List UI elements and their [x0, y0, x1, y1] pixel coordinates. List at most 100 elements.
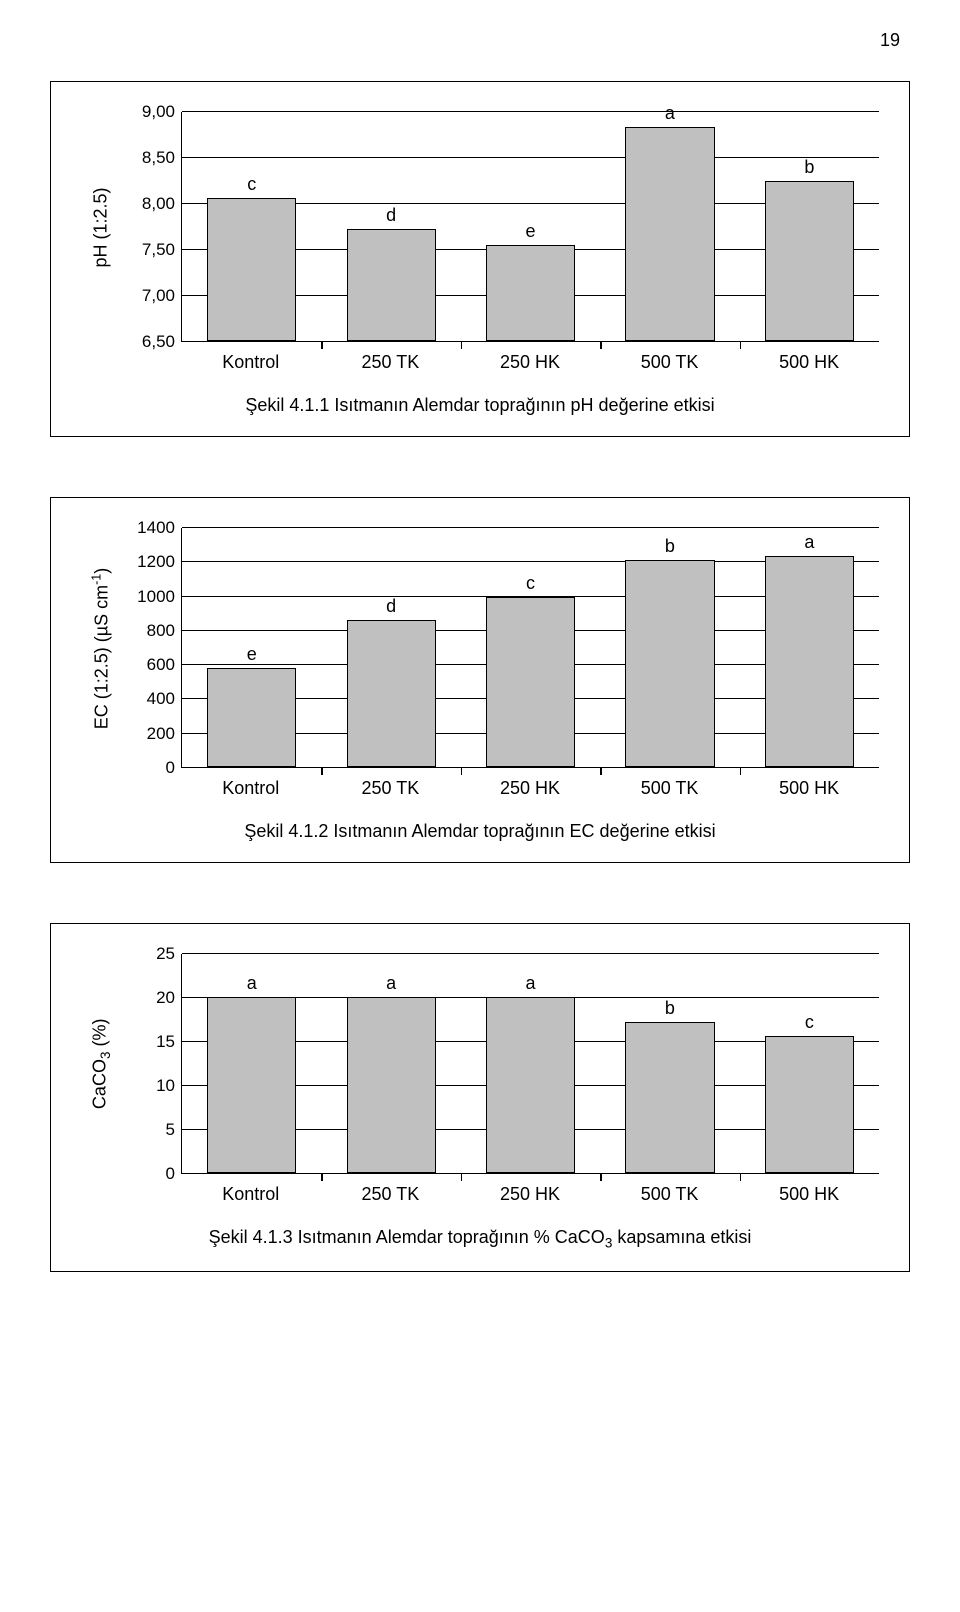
- x-label: 500 TK: [600, 1174, 740, 1205]
- x-label: 250 HK: [460, 342, 600, 373]
- bar-letter: a: [526, 973, 536, 994]
- x-label: 500 HK: [739, 342, 879, 373]
- bar-letter: b: [804, 157, 814, 178]
- plot-area: edcba: [181, 528, 879, 768]
- bar-letter: b: [665, 536, 675, 557]
- x-label: Kontrol: [181, 342, 321, 373]
- y-tick: 200: [147, 724, 175, 744]
- bar: a: [765, 556, 854, 767]
- x-tick-mark: [600, 767, 602, 775]
- y-axis-label: CaCO3 (%): [81, 954, 121, 1174]
- bar-slot: c: [182, 112, 321, 341]
- y-tick: 1400: [137, 518, 175, 538]
- y-tick: 7,50: [142, 240, 175, 260]
- bar: c: [207, 198, 296, 341]
- plot-area: cdeab: [181, 112, 879, 342]
- y-tick: 1000: [137, 587, 175, 607]
- bar-letter: c: [805, 1012, 814, 1033]
- bar-letter: a: [804, 532, 814, 553]
- x-labels: Kontrol250 TK250 HK500 TK500 HK: [181, 1174, 879, 1205]
- bar-letter: e: [247, 644, 257, 665]
- y-tick: 25: [156, 944, 175, 964]
- bar: e: [207, 668, 296, 767]
- bar: a: [347, 997, 436, 1173]
- x-tick-mark: [740, 341, 742, 349]
- bar-letter: a: [386, 973, 396, 994]
- y-tick: 0: [166, 758, 175, 778]
- chart-caption: Şekil 4.1.1 Isıtmanın Alemdar toprağının…: [81, 395, 879, 416]
- bar-slot: c: [461, 528, 600, 767]
- bar-slot: e: [461, 112, 600, 341]
- bars: cdeab: [182, 112, 879, 341]
- plot-area: aaabc: [181, 954, 879, 1174]
- page-number: 19: [50, 30, 910, 51]
- y-axis-label: EC (1:2.5) (µS cm-1): [81, 528, 121, 768]
- y-tick: 15: [156, 1032, 175, 1052]
- x-tick-mark: [600, 341, 602, 349]
- y-tick: 20: [156, 988, 175, 1008]
- chart-row: EC (1:2.5) (µS cm-1)02004006008001000120…: [81, 528, 879, 768]
- y-tick: 8,50: [142, 148, 175, 168]
- bar-letter: b: [665, 998, 675, 1019]
- y-tick: 800: [147, 621, 175, 641]
- x-label: 500 HK: [739, 768, 879, 799]
- x-label: 500 HK: [739, 1174, 879, 1205]
- x-tick-mark: [321, 1173, 323, 1181]
- bar-slot: b: [600, 528, 739, 767]
- bar-slot: d: [321, 112, 460, 341]
- bar-slot: a: [321, 954, 460, 1173]
- page: 19 pH (1:2.5)6,507,007,508,008,509,00cde…: [0, 0, 960, 1372]
- x-tick-mark: [740, 1173, 742, 1181]
- bar-slot: e: [182, 528, 321, 767]
- bar-letter: c: [247, 174, 256, 195]
- chart-1: pH (1:2.5)6,507,007,508,008,509,00cdeabK…: [50, 81, 910, 437]
- y-tick: 9,00: [142, 102, 175, 122]
- bar: c: [486, 597, 575, 767]
- chart-3: CaCO3 (%)0510152025aaabcKontrol250 TK250…: [50, 923, 910, 1272]
- x-tick-mark: [461, 341, 463, 349]
- bar-letter: a: [247, 973, 257, 994]
- y-tick: 8,00: [142, 194, 175, 214]
- chart-row: pH (1:2.5)6,507,007,508,008,509,00cdeab: [81, 112, 879, 342]
- chart-row: CaCO3 (%)0510152025aaabc: [81, 954, 879, 1174]
- bar: a: [486, 997, 575, 1173]
- bar: e: [486, 245, 575, 341]
- bar: b: [625, 560, 714, 767]
- x-tick-mark: [740, 767, 742, 775]
- chart-2: EC (1:2.5) (µS cm-1) 0 200 400 600 800 1000 120…: [50, 497, 910, 863]
- y-tick: 400: [147, 689, 175, 709]
- bar: a: [625, 127, 714, 341]
- bars: aaabc: [182, 954, 879, 1173]
- y-tick: 7,00: [142, 286, 175, 306]
- bar-letter: a: [665, 103, 675, 124]
- bar-slot: c: [740, 954, 879, 1173]
- bar-slot: b: [600, 954, 739, 1173]
- bar-slot: a: [740, 528, 879, 767]
- y-axis-label: pH (1:2.5): [81, 112, 121, 342]
- x-labels: Kontrol250 TK250 HK500 TK500 HK: [181, 768, 879, 799]
- bar-slot: a: [600, 112, 739, 341]
- bar-letter: c: [526, 573, 535, 594]
- x-tick-mark: [321, 767, 323, 775]
- y-tick: 600: [147, 655, 175, 675]
- x-tick-mark: [461, 1173, 463, 1181]
- bar-slot: a: [461, 954, 600, 1173]
- x-label: Kontrol: [181, 768, 321, 799]
- y-tick: 0: [166, 1164, 175, 1184]
- x-label: 500 TK: [600, 768, 740, 799]
- y-tick: 1200: [137, 552, 175, 572]
- chart-caption: Şekil 4.1.2 Isıtmanın Alemdar toprağının…: [81, 821, 879, 842]
- y-ticks: 0510152025: [121, 954, 181, 1174]
- x-label: 250 TK: [321, 768, 461, 799]
- y-tick: 6,50: [142, 332, 175, 352]
- x-label: 250 TK: [321, 1174, 461, 1205]
- charts-container: pH (1:2.5)6,507,007,508,008,509,00cdeabK…: [50, 81, 910, 1272]
- x-tick-mark: [321, 341, 323, 349]
- y-ticks: 6,507,007,508,008,509,00: [121, 112, 181, 342]
- bar: b: [625, 1022, 714, 1173]
- bar-slot: d: [321, 528, 460, 767]
- bar-letter: e: [526, 221, 536, 242]
- x-label: Kontrol: [181, 1174, 321, 1205]
- bar-slot: a: [182, 954, 321, 1173]
- x-label: 250 HK: [460, 768, 600, 799]
